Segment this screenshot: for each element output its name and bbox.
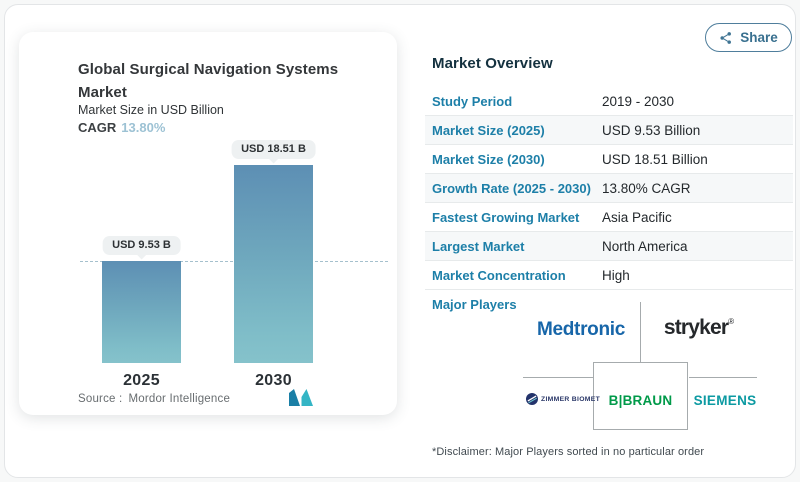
cagr-value: 13.80% <box>121 120 166 135</box>
registered-mark: ® <box>728 317 735 326</box>
major-players-label: Major Players <box>432 297 517 312</box>
bar-chart: USD 9.53 B 2025 USD 18.51 B 2030 <box>80 140 388 389</box>
source-name: Mordor Intelligence <box>128 393 231 405</box>
overview-row-value: High <box>602 267 630 283</box>
market-overview-table: Study Period 2019 - 2030 Market Size (2025… <box>425 87 793 290</box>
overview-row-value: North America <box>602 238 688 254</box>
overview-row: Market Size (2025) USD 9.53 Billion <box>425 116 793 145</box>
source-line: Source : Mordor Intelligence <box>78 393 230 405</box>
bar-value-callout: USD 9.53 B <box>102 236 181 256</box>
bar-2025 <box>102 261 181 363</box>
x-axis-label: 2030 <box>255 372 292 389</box>
chart-subtitle: Market Size in USD Billion <box>78 103 224 117</box>
bar-value-callout: USD 18.51 B <box>231 140 316 159</box>
overview-row-value: USD 18.51 Billion <box>602 151 708 167</box>
players-grid-vertical-divider <box>640 302 641 362</box>
overview-row-value: 2019 - 2030 <box>602 93 675 109</box>
x-axis-label: 2025 <box>123 372 160 389</box>
zimmer-biomet-wordmark: ZIMMER BIOMET <box>541 395 601 403</box>
overview-row: Largest Market North America <box>425 232 793 261</box>
share-button[interactable]: Share <box>705 23 792 52</box>
overview-row: Market Concentration High <box>425 261 793 290</box>
bbraun-logo: B|BRAUN <box>608 393 673 408</box>
overview-row-label: Market Size (2030) <box>432 151 545 167</box>
mordor-intelligence-logo-icon <box>289 389 314 412</box>
overview-row: Fastest Growing Market Asia Pacific <box>425 203 793 232</box>
overview-row: Market Size (2030) USD 18.51 Billion <box>425 145 793 174</box>
overview-row: Growth Rate (2025 - 2030) 13.80% CAGR <box>425 174 793 203</box>
medtronic-logo: Medtronic <box>536 319 626 340</box>
overview-row-label: Market Size (2025) <box>432 122 545 138</box>
overview-row-label: Largest Market <box>432 238 525 254</box>
chart-cagr-line: CAGR 13.80% <box>78 120 165 135</box>
zimmer-biomet-icon <box>526 393 538 405</box>
stryker-logo: stryker® <box>641 316 757 340</box>
report-card: Global Surgical Navigation Systems Marke… <box>4 4 796 478</box>
cagr-label: CAGR <box>78 120 117 135</box>
share-button-label: Share <box>740 30 778 45</box>
bar-group-2030: USD 18.51 B 2030 <box>231 140 316 389</box>
market-overview-heading: Market Overview <box>432 55 553 72</box>
overview-row: Study Period 2019 - 2030 <box>425 87 793 116</box>
overview-row-value: USD 9.53 Billion <box>602 122 701 138</box>
zimmer-biomet-logo: ZIMMER BIOMET <box>526 393 600 405</box>
overview-row-value: Asia Pacific <box>602 209 672 225</box>
overview-row-label: Market Concentration <box>432 267 566 283</box>
bar-2030 <box>234 165 313 363</box>
bar-group-2025: USD 9.53 B 2025 <box>102 152 181 389</box>
disclaimer-text: *Disclaimer: Major Players sorted in no … <box>432 446 705 458</box>
overview-row-label: Fastest Growing Market <box>432 209 580 225</box>
players-grid-horizontal-left <box>523 377 593 378</box>
overview-row-label: Study Period <box>432 93 513 109</box>
overview-row-label: Growth Rate (2025 - 2030) <box>432 180 591 196</box>
players-grid-horizontal-right <box>689 377 757 378</box>
players-grid-center-box <box>593 362 688 430</box>
stryker-wordmark: stryker <box>663 316 729 339</box>
share-icon <box>719 31 733 45</box>
chart-panel: Global Surgical Navigation Systems Marke… <box>19 32 397 415</box>
siemens-logo: SIEMENS <box>693 393 757 408</box>
overview-row-value: 13.80% CAGR <box>602 180 691 196</box>
source-label: Source : <box>78 393 123 405</box>
chart-title: Global Surgical Navigation Systems Marke… <box>78 61 339 102</box>
